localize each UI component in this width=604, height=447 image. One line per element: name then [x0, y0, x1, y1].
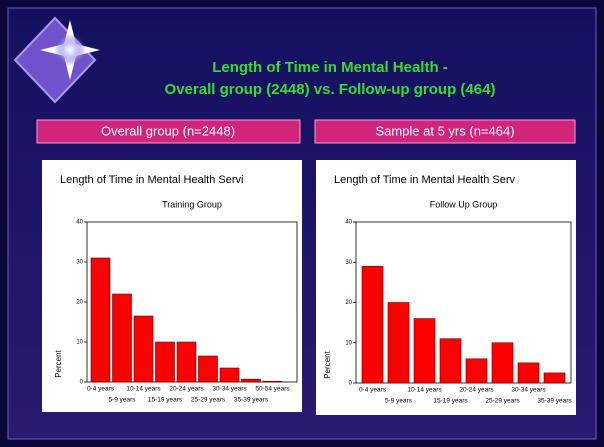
x-tick-label: 30-34 years: [212, 386, 247, 393]
chart-subtitle: Follow Up Group: [430, 199, 498, 209]
bar: [413, 318, 436, 384]
y-tick-label: 40: [345, 220, 352, 226]
x-tick-label: 0-4 years: [359, 387, 387, 394]
chart: Length of Time in Mental Health Servi Tra…: [54, 174, 298, 404]
bar: [543, 372, 566, 384]
y-tick-label: 0: [349, 381, 353, 387]
bar: [112, 293, 132, 383]
x-tick-label: 50-54 years: [255, 386, 290, 393]
x-tick-label: 20-24 years: [169, 386, 204, 393]
x-tick-label: 30-34 years: [511, 387, 546, 394]
bar: [465, 358, 488, 384]
bar: [176, 341, 197, 383]
y-tick-label: 20: [76, 300, 83, 306]
slide-title: Overall group (2448) vs. Follow-up group…: [165, 81, 496, 98]
y-axis-label: Percent: [323, 350, 332, 378]
x-tick-label: 5-9 years: [385, 398, 413, 405]
bar: [517, 362, 540, 384]
chart-title: Length of Time in Mental Health Serv: [334, 174, 515, 186]
panel-header-label: Overall group (n=2448): [101, 123, 235, 138]
y-tick-label: 10: [345, 340, 352, 346]
star-logo: [13, 16, 100, 104]
bar: [198, 355, 218, 383]
x-tick-label: 10-14 years: [407, 387, 442, 394]
bar: [219, 367, 240, 383]
x-tick-label: 35-39 years: [537, 398, 572, 405]
y-tick-label: 40: [76, 220, 83, 226]
x-tick-label: 10-14 years: [126, 386, 161, 393]
y-tick-label: 20: [345, 300, 352, 306]
x-tick-label: 25-29 years: [191, 397, 226, 404]
y-tick-label: 30: [345, 260, 352, 266]
x-tick-label: 15-19 years: [148, 397, 183, 404]
y-tick-label: 30: [76, 260, 83, 266]
panel-header-label: Sample at 5 yrs (n=464): [375, 123, 514, 138]
x-tick-label: 20-24 years: [459, 387, 494, 394]
x-tick-label: 25-29 years: [485, 398, 520, 405]
x-tick-label: 5-9 years: [108, 397, 136, 404]
bar: [361, 265, 384, 384]
y-tick-label: 0: [80, 380, 84, 386]
bar: [133, 315, 154, 383]
y-tick-label: 10: [76, 340, 83, 346]
panel-header: [314, 119, 576, 144]
bar: [262, 380, 283, 383]
bar: [491, 342, 514, 384]
chart: Length of Time in Mental Health Serv Foll…: [323, 174, 572, 405]
bar: [90, 257, 111, 383]
x-tick-label: 15-19 years: [433, 398, 468, 405]
chart-title: Length of Time in Mental Health Servi: [60, 174, 243, 186]
y-axis-label: Percent: [54, 349, 63, 377]
bar: [439, 338, 462, 384]
bar: [155, 341, 175, 383]
slide-title: Length of Time in Mental Health -: [212, 59, 448, 76]
panel-header: [36, 119, 301, 144]
x-tick-label: 0-4 years: [87, 386, 115, 393]
x-tick-label: 35-39 years: [234, 397, 269, 404]
bar: [387, 302, 410, 384]
bar: [241, 378, 261, 383]
chart-subtitle: Training Group: [162, 199, 222, 209]
